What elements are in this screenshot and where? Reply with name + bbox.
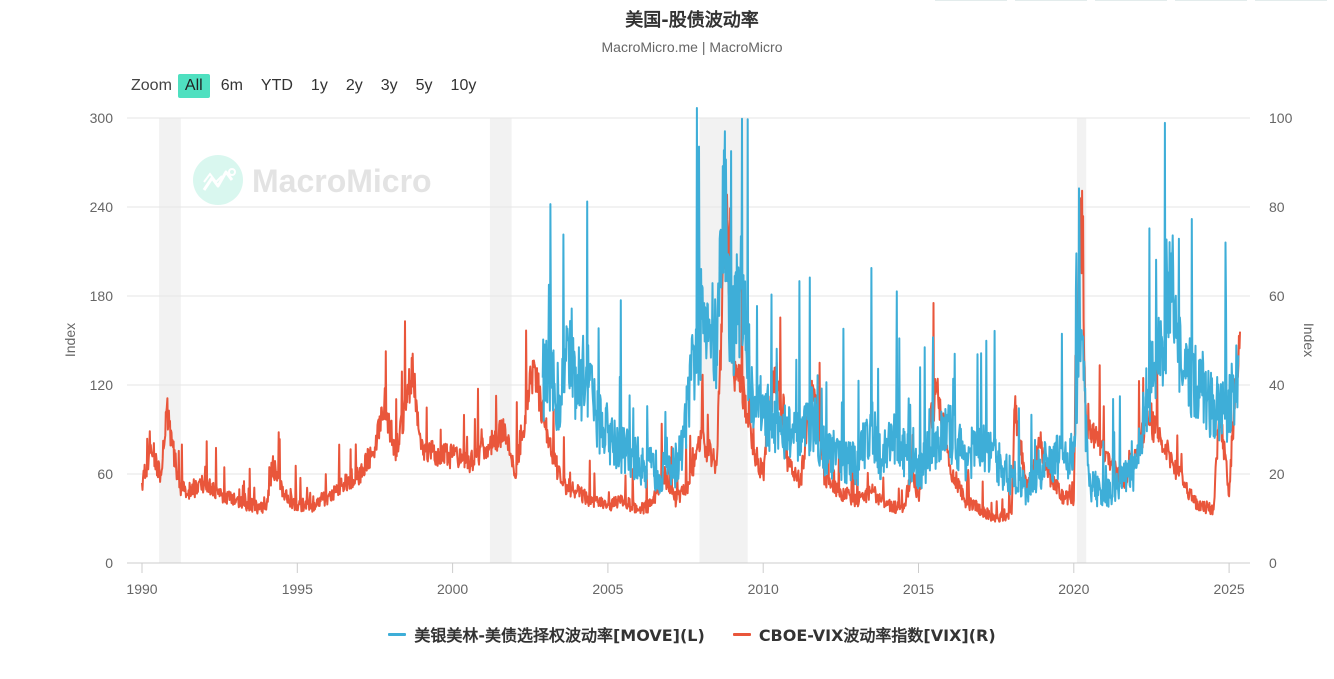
zoom-2y-button[interactable]: 2y	[345, 77, 363, 94]
left-tick-label: 240	[90, 199, 114, 215]
zoom-range-selector: Zoom All 6m YTD 1y 2y 3y 5y 10y	[131, 74, 487, 98]
x-tick-label: 1990	[126, 581, 157, 597]
recession-bands	[159, 118, 1087, 563]
right-tick-label: 40	[1269, 377, 1285, 393]
zoom-3y-button[interactable]: 3y	[380, 77, 398, 94]
watermark-text: MacroMicro	[252, 163, 432, 199]
legend-label-vix: CBOE-VIX波动率指数[VIX](R)	[758, 626, 996, 645]
right-axis: 0 20 40 60 80 100	[1269, 110, 1293, 571]
x-axis: 1990 1995 2000 2005 2010 2015 2020 2025	[126, 563, 1245, 597]
x-tick-label: 2005	[592, 581, 623, 597]
zoom-1y-button[interactable]: 1y	[310, 77, 328, 94]
x-tick-label: 2000	[437, 581, 468, 597]
move-series-line[interactable]	[541, 107, 1240, 508]
legend-swatch-vix	[732, 632, 751, 636]
top-tab[interactable]	[1175, 0, 1247, 1]
top-tab[interactable]	[1095, 0, 1167, 1]
chart-legend: 美银美林-美债选择权波动率[MOVE](L) CBOE-VIX波动率指数[VIX…	[0, 622, 1334, 646]
x-tick-label: 2015	[903, 581, 934, 597]
legend-label-move: 美银美林-美债选择权波动率[MOVE](L)	[414, 626, 705, 645]
legend-item-vix[interactable]: CBOE-VIX波动率指数[VIX](R)	[732, 622, 996, 646]
top-tab-strip	[935, 0, 1334, 1]
left-tick-label: 300	[90, 110, 114, 126]
left-axis: 0 60 120 180 240 300	[90, 110, 114, 571]
right-tick-label: 60	[1269, 288, 1285, 304]
recession-band	[1076, 118, 1087, 563]
zoom-5y-button[interactable]: 5y	[415, 77, 433, 94]
zoom-ytd-button[interactable]: YTD	[260, 77, 293, 94]
x-tick-label: 2020	[1058, 581, 1089, 597]
top-tab[interactable]	[1015, 0, 1087, 1]
right-axis-label: Index	[1301, 323, 1317, 357]
top-tab[interactable]	[935, 0, 1007, 1]
left-tick-label: 120	[90, 377, 114, 393]
left-tick-label: 180	[90, 288, 114, 304]
zoom-6m-button[interactable]: 6m	[220, 77, 243, 94]
x-tick-label: 2010	[748, 581, 779, 597]
chart-subtitle: MacroMicro.me | MacroMicro	[601, 39, 783, 55]
legend-swatch-move	[388, 632, 407, 636]
zoom-10y-button[interactable]: 10y	[450, 77, 477, 94]
zoom-label: Zoom	[131, 77, 172, 94]
left-tick-label: 0	[105, 555, 113, 571]
top-tab[interactable]	[1255, 0, 1327, 1]
right-tick-label: 20	[1269, 466, 1285, 482]
macromicro-logo-icon	[193, 155, 243, 205]
right-tick-label: 100	[1269, 110, 1293, 126]
grid-lines	[127, 117, 1250, 564]
recession-band	[699, 118, 748, 563]
legend-item-move[interactable]: 美银美林-美债选择权波动率[MOVE](L)	[388, 622, 705, 646]
zoom-all-button[interactable]: All	[177, 74, 210, 98]
right-tick-label: 80	[1269, 199, 1285, 215]
x-tick-label: 1995	[282, 581, 313, 597]
vix-series-line[interactable]	[141, 189, 1241, 523]
recession-band	[159, 118, 181, 563]
right-tick-label: 0	[1269, 555, 1277, 571]
left-axis-label: Index	[62, 323, 78, 357]
watermark: MacroMicro	[193, 155, 432, 205]
left-tick-label: 60	[97, 466, 113, 482]
chart-title: 美国-股债波动率	[625, 10, 759, 31]
x-tick-label: 2025	[1214, 581, 1245, 597]
recession-band	[489, 118, 512, 563]
